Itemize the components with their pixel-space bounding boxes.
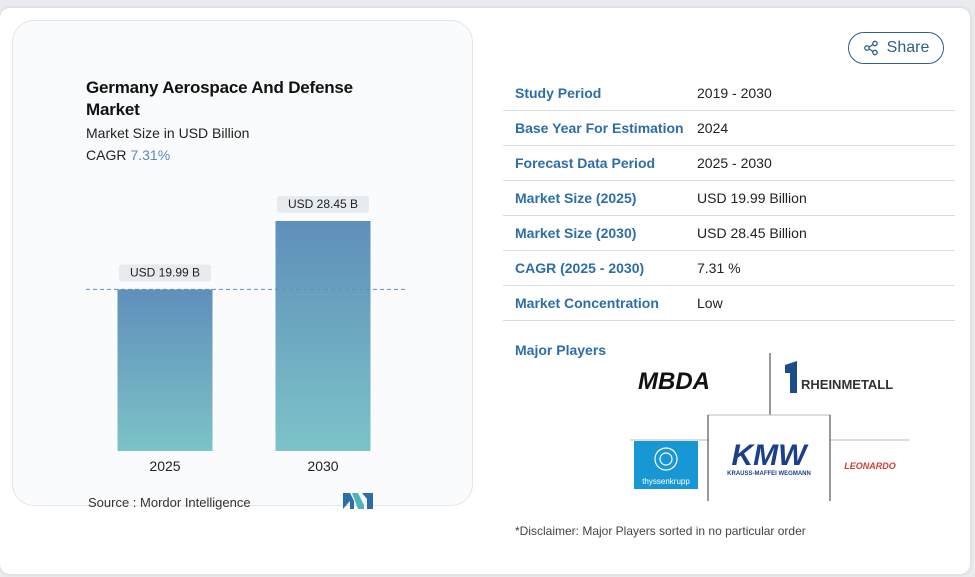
mbda-logo: MBDA — [638, 368, 710, 395]
share-button[interactable]: Share — [848, 32, 944, 64]
chart-source: Source : Mordor Intelligence — [88, 495, 251, 510]
share-label: Share — [886, 39, 930, 56]
x-tick-label-2025: 2025 — [149, 458, 180, 474]
cagr-label: CAGR — [86, 147, 127, 163]
report-snapshot-panel: Germany Aerospace And Defense Market Mar… — [0, 8, 970, 574]
table-row: Study Period 2019 - 2030 — [503, 76, 955, 111]
row-value: 2019 - 2030 — [697, 85, 772, 101]
table-row: Market Concentration Low — [503, 286, 955, 321]
row-key: Forecast Data Period — [515, 155, 656, 171]
row-value: Low — [697, 295, 723, 311]
row-value: 2024 — [697, 120, 729, 136]
thyssenkrupp-mark-icon — [654, 447, 678, 471]
kmw-subtext: KRAUSS-MAFFEI WEGMANN — [727, 471, 811, 477]
disclaimer-text: *Disclaimer: Major Players sorted in no … — [515, 524, 806, 538]
leonardo-wordmark: LEONARDO — [844, 461, 896, 471]
cagr-line: CAGR 7.31% — [86, 147, 170, 163]
mordor-logo-icon — [343, 493, 373, 509]
kmw-logo: KMW KRAUSS-MAFFEI WEGMANN — [727, 439, 811, 477]
x-tick-label-2030: 2030 — [307, 458, 338, 474]
row-value: 7.31 % — [697, 260, 741, 276]
row-key: Market Concentration — [515, 295, 659, 311]
data-label-bg-2025 — [119, 264, 211, 282]
rheinmetall-logo: RHEINMETALL — [785, 361, 893, 393]
table-row: Market Size (2030) USD 28.45 Billion — [503, 216, 955, 251]
row-value: USD 28.45 Billion — [697, 225, 807, 241]
table-row: Market Size (2025) USD 19.99 Billion — [503, 181, 955, 216]
thyssenkrupp-wordmark: thyssenkrupp — [642, 477, 690, 486]
rheinmetall-mark-icon — [785, 361, 797, 393]
bar-chart: USD 19.99 B 2025 USD 28.45 B 2030 — [86, 196, 408, 474]
major-players-logos: MBDA RHEINMETALL thyssenkrupp KMW KRAUSS… — [630, 353, 910, 501]
chart-title: Germany Aerospace And Defense Market — [86, 78, 353, 119]
data-label-2025: USD 19.99 B — [130, 265, 200, 279]
row-value: USD 19.99 Billion — [697, 190, 807, 206]
bar-2030 — [275, 221, 371, 451]
row-key: CAGR (2025 - 2030) — [515, 260, 645, 276]
table-row: CAGR (2025 - 2030) 7.31 % — [503, 251, 955, 286]
table-row: Forecast Data Period 2025 - 2030 — [503, 146, 955, 181]
kmw-wordmark: KMW — [732, 439, 810, 472]
row-value: 2025 - 2030 — [697, 155, 772, 171]
leonardo-logo: LEONARDO — [844, 461, 896, 471]
chart-subtitle: Market Size in USD Billion — [86, 125, 250, 141]
cagr-value: 7.31% — [130, 147, 171, 163]
chart-card: Germany Aerospace And Defense Market Mar… — [12, 20, 473, 510]
row-key: Base Year For Estimation — [515, 120, 684, 136]
share-icon — [863, 40, 878, 56]
data-label-bg-2030 — [277, 196, 369, 213]
row-key: Study Period — [515, 85, 602, 101]
rheinmetall-wordmark: RHEINMETALL — [801, 377, 893, 392]
divider — [630, 414, 910, 441]
data-label-2030: USD 28.45 B — [288, 197, 358, 211]
thyssenkrupp-logo: thyssenkrupp — [634, 441, 698, 489]
major-players-label: Major Players — [515, 342, 607, 358]
row-key: Market Size (2030) — [515, 225, 637, 241]
row-key: Market Size (2025) — [515, 190, 637, 206]
table-row: Base Year For Estimation 2024 — [503, 111, 955, 146]
bar-2025 — [117, 289, 213, 451]
market-summary-table: Study Period 2019 - 2030 Base Year For E… — [503, 76, 955, 321]
